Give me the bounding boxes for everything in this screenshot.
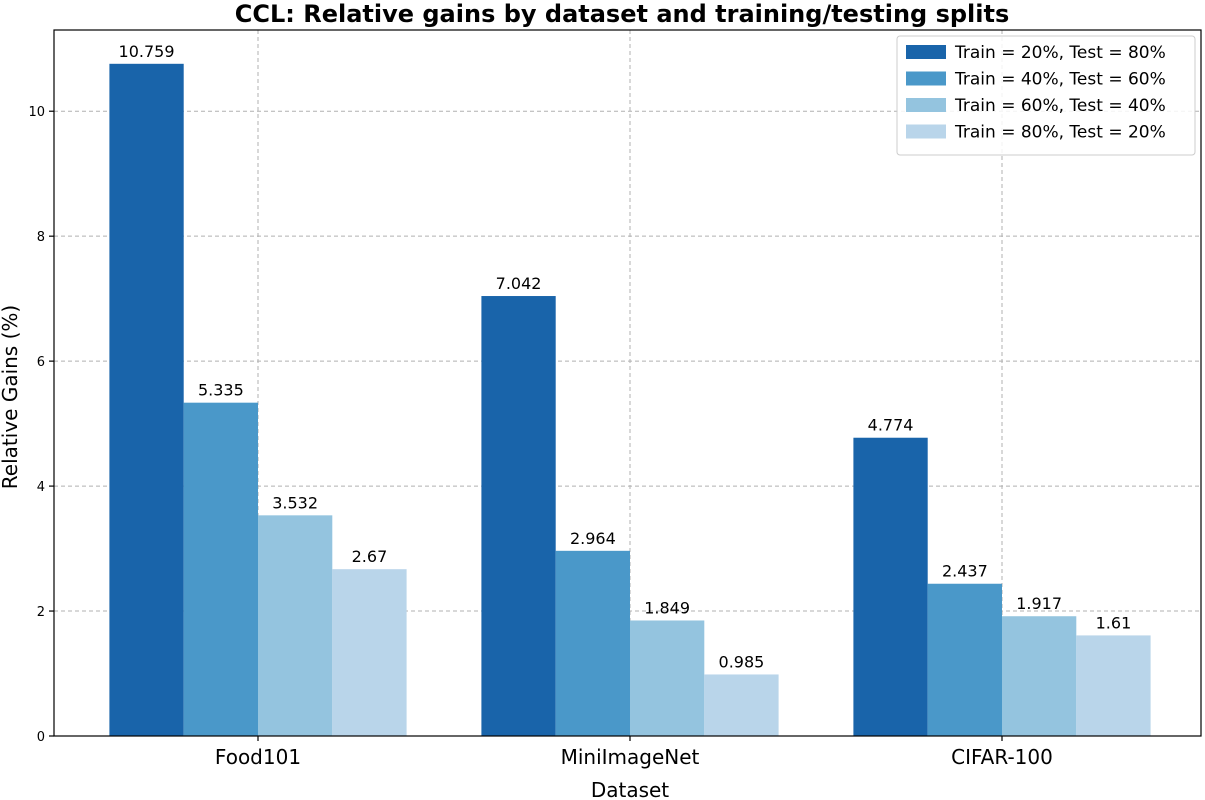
bar-food101-series-3 (258, 515, 333, 736)
data-label-cifar-100-series-4: 1.61 (1096, 613, 1132, 632)
bar-cifar-100-series-1 (853, 437, 928, 736)
legend-box (896, 35, 1196, 156)
y-tick-label: 2 (37, 605, 45, 620)
bar-miniimagenet-series-4 (704, 674, 779, 736)
data-label-food101-series-2: 5.335 (198, 381, 244, 400)
legend-swatch-4 (906, 124, 946, 139)
bar-food101-series-4 (332, 569, 407, 736)
data-label-cifar-100-series-2: 2.437 (942, 562, 988, 581)
legend: Train = 20%, Test = 80% Train = 40%, Test… (896, 35, 1196, 156)
data-label-food101-series-3: 3.532 (272, 493, 318, 512)
bars (109, 63, 1151, 736)
legend-swatch-1 (906, 45, 946, 59)
bar-food101-series-2 (183, 402, 258, 736)
legend-swatch-2 (906, 71, 946, 86)
y-axis-ticks: 0 2 4 6 8 10 (28, 105, 54, 745)
legend-label-4: Train = 80%, Test = 20% (954, 123, 1166, 143)
y-axis-label: Relative Gains (%) (0, 305, 22, 489)
legend-label-3: Train = 60%, Test = 40% (954, 96, 1166, 116)
y-tick-label: 4 (37, 480, 45, 495)
data-label-food101-series-4: 2.67 (352, 547, 388, 566)
x-axis-ticks: Food101 MiniImageNet CIFAR-100 (215, 736, 1053, 769)
bar-cifar-100-series-3 (1002, 616, 1077, 736)
legend-label-2: Train = 40%, Test = 60% (954, 70, 1166, 90)
y-tick-label: 0 (37, 730, 45, 745)
data-label-cifar-100-series-3: 1.917 (1016, 594, 1062, 613)
data-label-miniimagenet-series-3: 1.849 (644, 598, 690, 617)
data-labels: 10.759 5.335 3.532 2.67 7.042 2.964 1.849 0.985… (119, 42, 1132, 672)
plot-frame (53, 29, 1202, 737)
bar-food101-series-1 (109, 63, 184, 736)
x-tick-label-food101: Food101 (215, 745, 301, 769)
data-label-miniimagenet-series-2: 2.964 (570, 529, 616, 548)
y-tick-label: 6 (37, 355, 45, 370)
data-label-miniimagenet-series-4: 0.985 (719, 652, 765, 671)
data-label-miniimagenet-series-1: 7.042 (496, 274, 542, 293)
y-tick-label: 8 (37, 230, 45, 245)
x-tick-label-miniimagenet: MiniImageNet (561, 745, 700, 769)
y-tick-label: 10 (28, 105, 45, 120)
legend-label-1: Train = 20%, Test = 80% (954, 43, 1166, 63)
x-axis-label: Dataset (591, 778, 669, 800)
data-label-food101-series-1: 10.759 (119, 42, 175, 61)
legend-swatch-3 (906, 98, 946, 112)
bar-miniimagenet-series-1 (481, 296, 556, 736)
data-label-cifar-100-series-1: 4.774 (868, 416, 914, 435)
bar-cifar-100-series-2 (927, 583, 1002, 736)
x-tick-label-cifar-100: CIFAR-100 (951, 745, 1053, 769)
chart-title: CCL: Relative gains by dataset and train… (235, 0, 1010, 28)
bar-miniimagenet-series-3 (630, 620, 705, 736)
bar-cifar-100-series-4 (1076, 635, 1151, 736)
bar-miniimagenet-series-2 (555, 550, 630, 736)
